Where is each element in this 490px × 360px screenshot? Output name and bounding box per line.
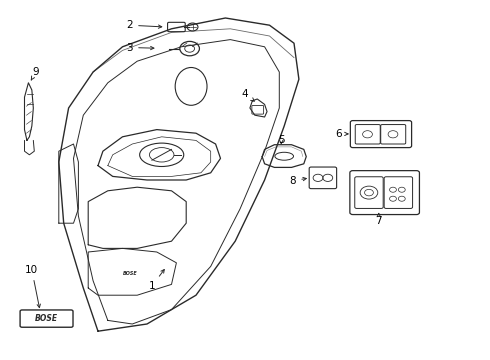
Text: 10: 10	[25, 265, 40, 307]
Text: 7: 7	[375, 213, 382, 226]
Text: 8: 8	[290, 176, 306, 186]
Text: 1: 1	[148, 270, 164, 291]
Text: 6: 6	[335, 129, 348, 139]
Text: 5: 5	[278, 135, 285, 145]
Text: 2: 2	[126, 20, 162, 30]
Text: 4: 4	[242, 89, 254, 101]
Text: 3: 3	[126, 42, 154, 53]
Text: 9: 9	[31, 67, 39, 80]
Text: BOSE: BOSE	[35, 314, 58, 323]
Text: BOSE: BOSE	[122, 271, 137, 276]
